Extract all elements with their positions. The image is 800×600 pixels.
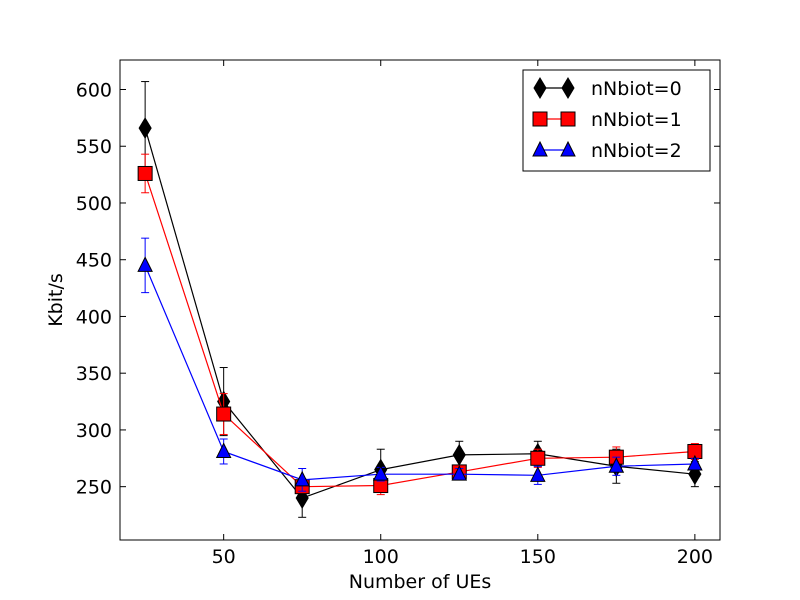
y-tick-label: 400 bbox=[76, 306, 112, 328]
x-tick-label: 50 bbox=[212, 546, 236, 568]
series-line bbox=[144, 127, 695, 499]
series-nNbiot=2 bbox=[137, 237, 703, 492]
data-point bbox=[137, 256, 153, 272]
x-tick-label: 150 bbox=[520, 546, 556, 568]
x-tick-label: 200 bbox=[677, 546, 713, 568]
legend-label: nNbiot=2 bbox=[591, 140, 682, 162]
y-tick-label: 300 bbox=[76, 420, 112, 442]
legend-entry: nNbiot=2 bbox=[532, 140, 682, 162]
data-point bbox=[452, 443, 466, 466]
legend-marker bbox=[560, 111, 576, 127]
series-line bbox=[144, 265, 695, 481]
data-point bbox=[215, 442, 232, 458]
y-axis-label: Kbit/s bbox=[45, 273, 67, 327]
legend-label: nNbiot=1 bbox=[591, 109, 682, 131]
plot-frame bbox=[119, 59, 721, 541]
series-nNbiot=1 bbox=[137, 153, 703, 496]
legend-marker bbox=[533, 77, 547, 99]
y-tick-label: 500 bbox=[76, 193, 112, 215]
legend-box bbox=[522, 69, 711, 172]
data-point bbox=[451, 465, 468, 481]
x-axis-label: Number of UEs bbox=[349, 571, 492, 593]
legend-entry: nNbiot=1 bbox=[532, 109, 682, 131]
y-tick-label: 250 bbox=[76, 477, 112, 499]
data-point bbox=[216, 406, 232, 422]
y-tick-label: 450 bbox=[76, 250, 112, 272]
data-point bbox=[372, 465, 389, 481]
legend-label: nNbiot=0 bbox=[591, 78, 682, 100]
legend: nNbiot=0 nNbiot=1 nNbiot=2 bbox=[522, 69, 711, 172]
data-point bbox=[530, 450, 546, 466]
x-tick-label: 100 bbox=[363, 546, 399, 568]
legend-marker bbox=[532, 140, 548, 157]
legend-marker bbox=[532, 111, 548, 127]
series-line bbox=[144, 173, 695, 488]
data-point bbox=[687, 454, 703, 471]
data-point bbox=[137, 165, 153, 181]
axis-ticks: 50 100 150 200 250 300 350 400 450 500 550 600 bbox=[76, 60, 720, 568]
data-point bbox=[608, 457, 625, 473]
y-tick-label: 600 bbox=[76, 80, 112, 102]
legend-marker bbox=[560, 140, 576, 157]
legend-entry: nNbiot=0 bbox=[533, 77, 682, 100]
data-point bbox=[529, 466, 546, 482]
plot-marks bbox=[137, 81, 703, 518]
data-point bbox=[294, 470, 311, 487]
data-point bbox=[138, 117, 152, 140]
legend-marker bbox=[561, 77, 575, 99]
y-tick-label: 350 bbox=[76, 363, 112, 385]
y-tick-label: 550 bbox=[76, 136, 112, 158]
